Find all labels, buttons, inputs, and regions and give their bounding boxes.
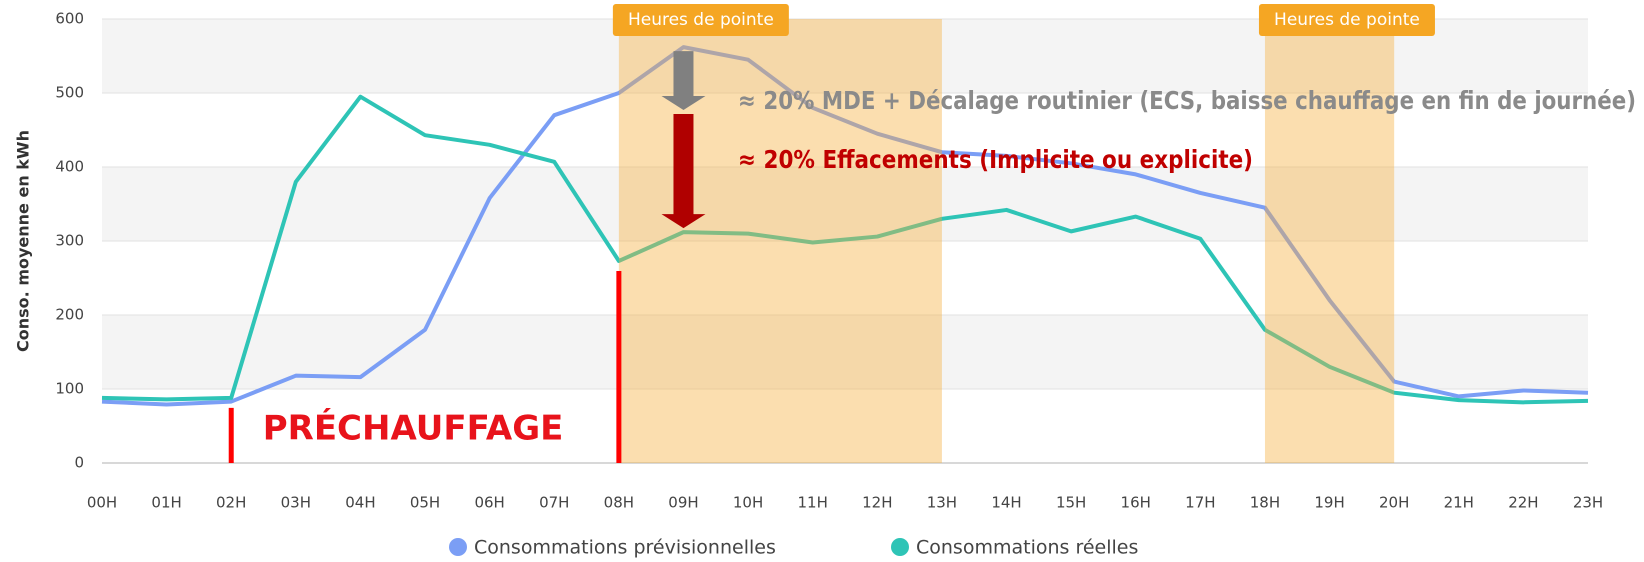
peak-label: Heures de pointe — [628, 10, 774, 30]
x-tick-label: 10H — [733, 494, 763, 512]
x-tick-label: 17H — [1185, 494, 1215, 512]
arrow-grey — [661, 51, 706, 111]
x-tick-label: 18H — [1250, 494, 1280, 512]
x-tick-label: 12H — [862, 494, 892, 512]
arrow-red — [661, 114, 706, 229]
x-tick-label: 09H — [668, 494, 698, 512]
annotation: ≈ 20% MDE + Décalage routinier (ECS, bai… — [738, 86, 1636, 115]
x-tick-label: 20H — [1379, 494, 1409, 512]
x-tick-label: 14H — [991, 494, 1021, 512]
y-tick-label: 400 — [55, 158, 84, 176]
y-tick-label: 100 — [55, 380, 84, 398]
peak-label: Heures de pointe — [1274, 10, 1420, 30]
x-tick-label: 13H — [927, 494, 957, 512]
x-tick-label: 21H — [1444, 494, 1474, 512]
y-tick-label: 0 — [74, 454, 84, 472]
peak-label-bg — [612, 4, 789, 36]
x-tick-label: 11H — [798, 494, 828, 512]
y-tick-label: 300 — [55, 232, 84, 250]
grid-band — [102, 167, 1588, 241]
x-tick-label: 01H — [151, 494, 181, 512]
legend-label: Consommations prévisionnelles — [474, 537, 776, 559]
preheat-label: PRÉCHAUFFAGE — [263, 408, 564, 449]
peak-label-bg — [1258, 4, 1435, 36]
y-tick-label: 500 — [55, 84, 84, 102]
x-tick-label: 23H — [1573, 494, 1603, 512]
peak-band — [618, 19, 942, 463]
x-tick-label: 02H — [216, 494, 246, 512]
x-tick-label: 07H — [539, 494, 569, 512]
series-line — [101, 94, 1589, 405]
x-tick-label: 15H — [1056, 494, 1086, 512]
y-axis-label: Conso. moyenne en kWh — [14, 130, 33, 352]
x-tick-label: 19H — [1314, 494, 1344, 512]
x-tick-label: 06H — [474, 494, 504, 512]
x-tick-label: 05H — [410, 494, 440, 512]
x-tick-label: 00H — [87, 494, 117, 512]
annotation: ≈ 20% Effacements (Implicite ou explicit… — [738, 145, 1253, 174]
y-tick-label: 600 — [55, 10, 84, 28]
peak-band — [1264, 19, 1395, 463]
legend-label: Consommations réelles — [916, 537, 1138, 559]
x-tick-label: 03H — [281, 494, 311, 512]
legend-swatch — [449, 538, 467, 556]
legend-swatch — [891, 538, 909, 556]
x-tick-label: 04H — [345, 494, 375, 512]
y-tick-label: 200 — [55, 306, 84, 324]
x-tick-label: 08H — [604, 494, 634, 512]
x-tick-label: 16H — [1121, 494, 1151, 512]
series-line — [101, 45, 1589, 407]
x-tick-label: 22H — [1508, 494, 1538, 512]
